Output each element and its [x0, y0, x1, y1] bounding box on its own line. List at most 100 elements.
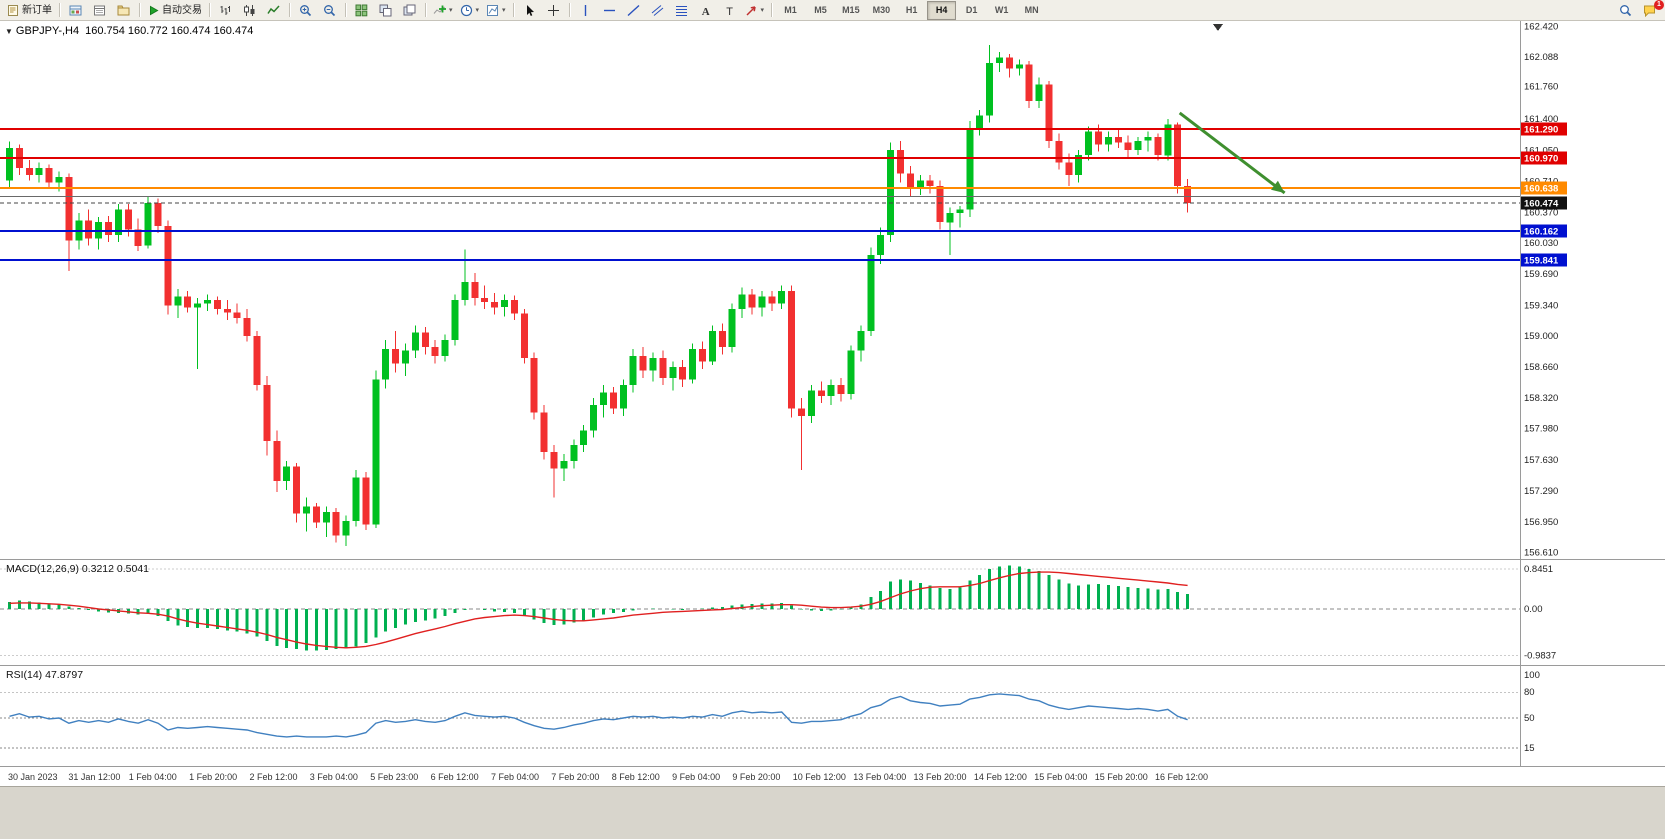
toolbar-separator — [345, 3, 346, 17]
price-tag: 159.841 — [1521, 253, 1567, 267]
tf-m1-button[interactable]: M1 — [776, 1, 805, 20]
period-button[interactable]: ▾ — [457, 1, 483, 20]
tf-m30-button-label: M30 — [872, 5, 891, 15]
new-order-button[interactable]: 新订单 — [4, 1, 55, 20]
candle-chart-button[interactable] — [238, 1, 261, 20]
navigator-button[interactable] — [112, 1, 135, 20]
dropdown-caret-icon: ▾ — [475, 7, 480, 14]
svg-text:161.050: 161.050 — [1524, 146, 1558, 157]
arrange-windows-button[interactable] — [374, 1, 397, 20]
indicators-button[interactable]: ▾ — [430, 1, 456, 20]
channel-icon — [651, 4, 663, 16]
svg-text:15 Feb 20:00: 15 Feb 20:00 — [1095, 772, 1148, 782]
vertical-line-button[interactable] — [574, 1, 597, 20]
toolbar-separator — [512, 3, 514, 17]
toolbar-separator — [139, 3, 140, 17]
svg-text:15: 15 — [1524, 743, 1535, 754]
tf-mn-button-label: MN — [1024, 5, 1039, 15]
svg-text:8 Feb 12:00: 8 Feb 12:00 — [612, 772, 660, 782]
zoom-out-button[interactable] — [318, 1, 341, 20]
candlestick-series — [6, 44, 1192, 547]
svg-text:160.030: 160.030 — [1524, 238, 1558, 249]
tf-mn-button[interactable]: MN — [1017, 1, 1046, 20]
svg-text:31 Jan 12:00: 31 Jan 12:00 — [68, 772, 120, 782]
svg-text:13 Feb 20:00: 13 Feb 20:00 — [914, 772, 967, 782]
template-button[interactable]: ▾ — [483, 1, 509, 20]
svg-text:0.8451: 0.8451 — [1524, 564, 1553, 575]
svg-text:13 Feb 04:00: 13 Feb 04:00 — [853, 772, 906, 782]
data-window-button[interactable] — [88, 1, 111, 20]
trendline-button[interactable] — [622, 1, 645, 20]
market-watch-button[interactable] — [64, 1, 87, 20]
tf-h4-button[interactable]: H4 — [927, 0, 957, 20]
cascade-windows-button[interactable] — [398, 1, 421, 20]
text-button[interactable]: A — [694, 1, 717, 20]
price-axis[interactable]: 162.420162.088161.760161.400161.050160.7… — [1524, 22, 1558, 559]
svg-text:160.474: 160.474 — [1524, 198, 1559, 209]
svg-text:80: 80 — [1524, 687, 1535, 698]
tf-m5-button[interactable]: M5 — [806, 1, 835, 20]
dropdown-caret-icon: ▾ — [760, 7, 765, 14]
tf-d1-button-label: D1 — [965, 5, 978, 15]
svg-text:159.690: 159.690 — [1524, 269, 1558, 280]
svg-text:7 Feb 20:00: 7 Feb 20:00 — [551, 772, 599, 782]
chart-shift-marker-icon[interactable] — [1213, 24, 1223, 31]
autotrading-icon — [150, 5, 159, 15]
tf-h4-button-label: H4 — [935, 5, 948, 15]
chart-canvas[interactable]: 162.420 162.088 161.760 161.400 161.050 160.7… — [0, 21, 1665, 786]
svg-text:9 Feb 04:00: 9 Feb 04:00 — [672, 772, 720, 782]
time-axis[interactable]: 30 Jan 2023 31 Jan 12:00 1 Feb 04:00 1 Feb … — [8, 772, 1208, 782]
svg-text:0.00: 0.00 — [1524, 604, 1543, 615]
zoom-in-button[interactable] — [294, 1, 317, 20]
channel-button[interactable] — [646, 1, 669, 20]
svg-text:A: A — [701, 5, 709, 16]
svg-text:100: 100 — [1524, 670, 1540, 681]
tf-d1-button[interactable]: D1 — [957, 1, 986, 20]
indicators-icon — [433, 5, 446, 14]
svg-text:158.320: 158.320 — [1524, 393, 1558, 404]
label-button[interactable]: T — [718, 1, 741, 20]
autotrading-button[interactable]: 自动交易 — [144, 1, 205, 20]
search-button[interactable] — [1614, 1, 1637, 20]
toolbar-separator — [425, 3, 426, 17]
price-tag: 160.474 — [1521, 196, 1567, 210]
one-click-trading-toggle-icon[interactable]: ▼ — [5, 27, 13, 36]
bar-chart-button[interactable] — [214, 1, 237, 20]
tile-windows-button[interactable] — [350, 1, 373, 20]
notification-badge: 1 — [1654, 0, 1664, 10]
line-chart-button[interactable] — [262, 1, 285, 20]
svg-text:159.340: 159.340 — [1524, 300, 1558, 311]
chat-button[interactable]: 1 — [1638, 0, 1664, 20]
svg-text:1 Feb 04:00: 1 Feb 04:00 — [129, 772, 177, 782]
tf-w1-button-label: W1 — [994, 5, 1009, 15]
tf-m15-button[interactable]: M15 — [836, 1, 866, 20]
horizontal-line-icon — [603, 9, 615, 11]
line-chart-icon — [267, 4, 280, 14]
tf-h1-button[interactable]: H1 — [897, 1, 926, 20]
cascade-windows-icon — [403, 4, 416, 15]
tf-w1-button[interactable]: W1 — [987, 1, 1016, 20]
svg-text:156.610: 156.610 — [1524, 548, 1558, 559]
chart-ohlc-values: 160.754 160.772 160.474 160.474 — [85, 25, 254, 37]
tf-m30-button[interactable]: M30 — [867, 1, 897, 20]
svg-text:157.290: 157.290 — [1524, 486, 1558, 497]
svg-text:10 Feb 12:00: 10 Feb 12:00 — [793, 772, 846, 782]
label-icon: T — [726, 5, 733, 16]
svg-text:160.638: 160.638 — [1524, 184, 1558, 195]
svg-text:50: 50 — [1524, 713, 1535, 724]
fibonacci-button[interactable] — [670, 1, 693, 20]
trendline-icon — [627, 4, 640, 16]
price-tag: 160.970 — [1521, 151, 1567, 165]
crosshair-button[interactable] — [542, 1, 565, 20]
cursor-button[interactable] — [518, 1, 541, 20]
template-icon — [487, 4, 499, 16]
search-icon — [1620, 4, 1632, 16]
data-window-icon — [94, 5, 105, 15]
tile-windows-icon — [355, 4, 368, 16]
zoom-out-icon — [324, 4, 336, 16]
horizontal-line-button[interactable] — [598, 1, 621, 20]
svg-text:160.370: 160.370 — [1524, 207, 1558, 218]
arrows-button[interactable]: ▾ — [742, 1, 768, 20]
tf-h1-button-label: H1 — [905, 5, 918, 15]
trend-arrow[interactable] — [1178, 111, 1286, 195]
